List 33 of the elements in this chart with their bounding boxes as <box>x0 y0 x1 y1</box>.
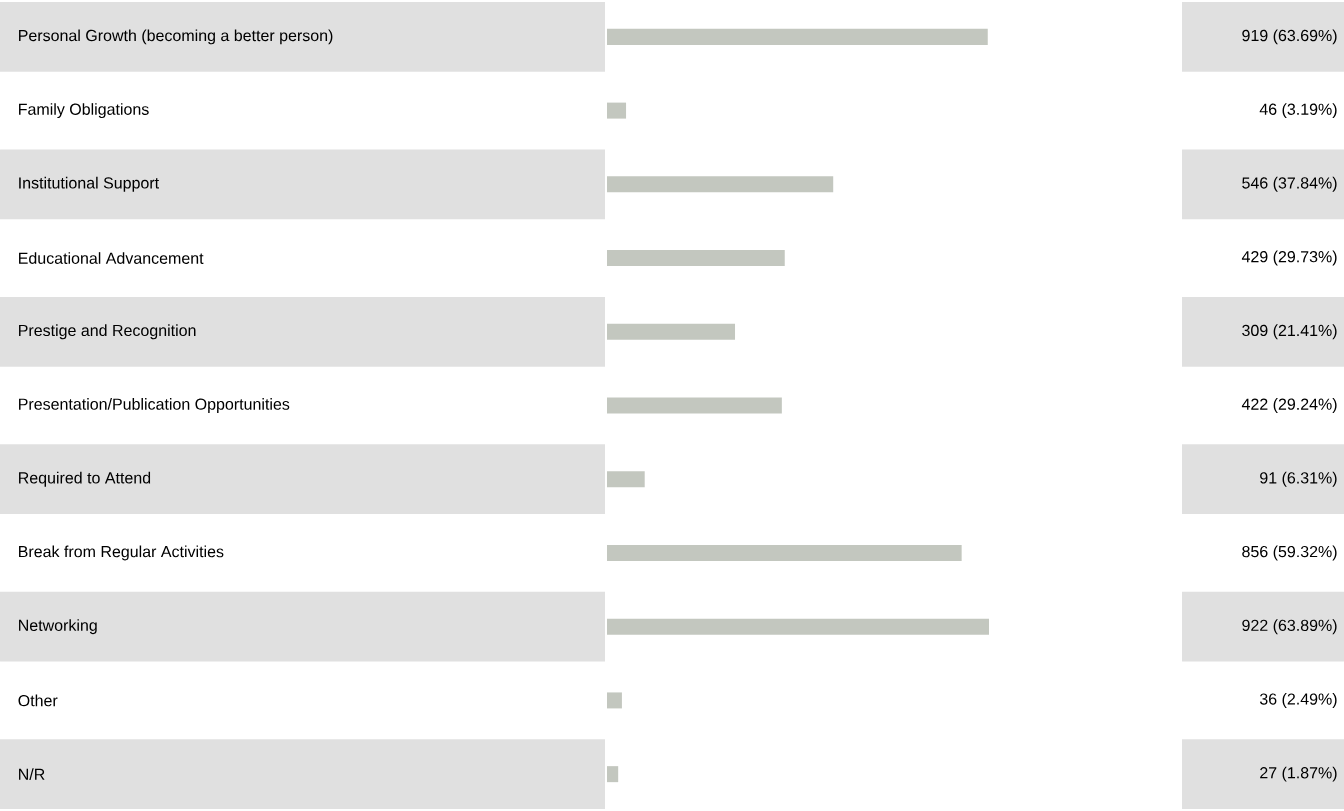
data-label: 91 (6.31%) <box>1260 471 1337 487</box>
y-tick-label: Networking <box>19 619 97 635</box>
bar <box>607 397 782 414</box>
y-tick-label: Required to Attend <box>19 471 151 487</box>
y-tick-label: Prestige and Recognition <box>19 324 196 340</box>
bar <box>607 250 785 267</box>
data-label: 546 (37.84%) <box>1242 176 1337 192</box>
bar <box>607 692 622 709</box>
bar <box>607 102 627 119</box>
data-label: 922 (63.89%) <box>1242 619 1337 635</box>
bar <box>607 176 834 193</box>
y-tick-label: Personal Growth (becoming a better person) <box>19 29 333 45</box>
data-label: 919 (63.69%) <box>1242 29 1337 45</box>
data-label: 36 (2.49%) <box>1259 692 1337 708</box>
bar <box>607 471 645 488</box>
bar <box>607 766 619 783</box>
data-label: 422 (29.24%) <box>1241 398 1337 413</box>
y-tick-label: Other <box>18 694 58 707</box>
data-label: 429 (29.73%) <box>1241 250 1337 266</box>
y-tick-label: Family Obligations <box>19 103 149 119</box>
y-tick-label: Break from Regular Activities <box>19 545 224 561</box>
data-label: 856 (59.32%) <box>1242 545 1337 561</box>
y-tick-label: Educational Advancement <box>19 252 204 264</box>
y-tick-label: Presentation/Publication Opportunities <box>19 398 290 413</box>
bar <box>607 544 962 561</box>
data-label: 27 (1.87%) <box>1260 766 1337 782</box>
bar <box>607 323 736 340</box>
data-label: 309 (21.41%) <box>1242 324 1337 340</box>
y-tick-label: Institutional Support <box>19 176 159 192</box>
bar <box>607 28 988 45</box>
data-label: 46 (3.19%) <box>1259 103 1337 119</box>
y-tick-label: N/R <box>19 768 45 781</box>
bar <box>607 618 989 635</box>
